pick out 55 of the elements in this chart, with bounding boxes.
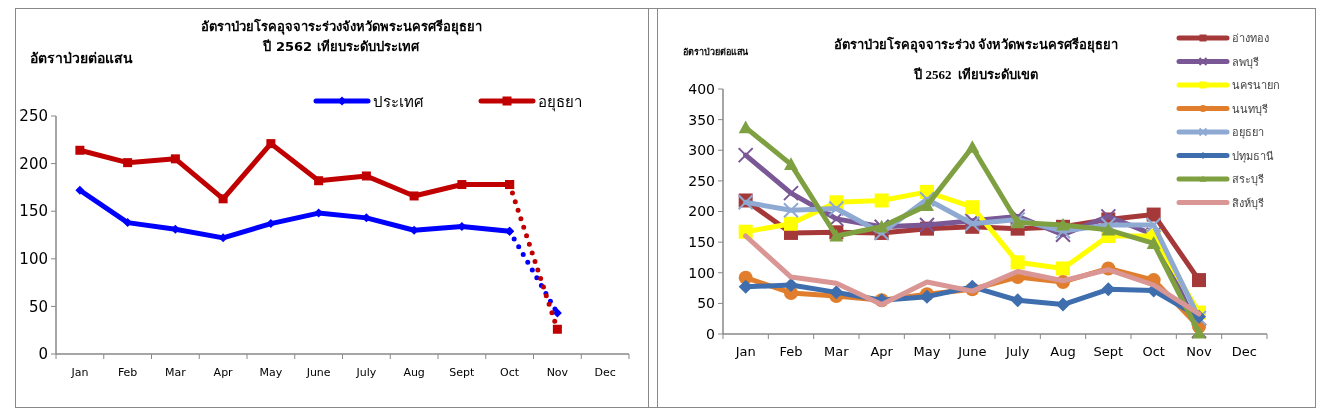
y-tick-label: 0 xyxy=(706,325,715,342)
legend-label: สระบุรี xyxy=(1232,173,1264,186)
x-tick-label: Aug xyxy=(1050,344,1076,359)
legend-label: อยุธยา xyxy=(538,93,582,112)
y-tick-label: 0 xyxy=(38,345,48,364)
legend-label: ปทุมธานี xyxy=(1232,149,1274,163)
x-tick-label: Feb xyxy=(779,344,803,359)
y-tick-label: 100 xyxy=(19,250,48,269)
x-tick-label: Dec xyxy=(594,366,616,379)
y-tick-label: 200 xyxy=(688,203,715,220)
x-tick-label: Nov xyxy=(546,366,569,379)
x-tick-label: May xyxy=(913,344,941,359)
legend-label: นครนายก xyxy=(1232,79,1280,92)
legend-label: อยุธยา xyxy=(1232,126,1264,139)
x-tick-label: Sept xyxy=(1093,344,1124,359)
x-tick-label: Jan xyxy=(70,366,89,379)
chart-subtitle: ปี 2562 เทียบระดับประเทศ xyxy=(262,39,420,54)
y-tick-label: 350 xyxy=(688,111,715,128)
chart-title: อัตราป่วยโรคอุจจาระร่วงจังหวัดพระนครศรีอยุธยา xyxy=(200,18,482,35)
x-tick-label: Apr xyxy=(213,366,234,379)
x-tick-label: Aug xyxy=(403,366,425,379)
x-tick-label: July xyxy=(355,366,377,379)
y-tick-label: 400 xyxy=(688,80,715,97)
y-tick-label: 50 xyxy=(697,295,715,312)
chart-subtitle: ปี 2562 เทียบระดับเขต xyxy=(913,67,1038,82)
x-tick-label: Oct xyxy=(500,366,520,379)
y-tick-label: 250 xyxy=(19,107,48,126)
x-tick-label: Oct xyxy=(1142,344,1165,359)
x-tick-label: Mar xyxy=(164,366,187,379)
y-axis-title: อัตราป่วยต่อแสน xyxy=(28,49,134,68)
x-tick-label: Mar xyxy=(824,344,850,359)
y-tick-label: 300 xyxy=(688,142,715,159)
y-tick-label: 150 xyxy=(688,234,715,251)
legend-label: สิงห์บุรี xyxy=(1232,196,1264,210)
y-tick-label: 250 xyxy=(688,172,715,189)
legend-label: นนทบุรี xyxy=(1232,102,1268,116)
y-tick-label: 150 xyxy=(19,202,48,221)
x-tick-label: Apr xyxy=(870,344,894,359)
y-axis-title: อัตราป่วยต่อแสน xyxy=(681,46,749,59)
legend-label: ประเทศ xyxy=(373,93,424,111)
x-tick-label: June xyxy=(305,366,331,379)
legend-label: อ่างทอง xyxy=(1232,32,1269,45)
y-tick-label: 100 xyxy=(688,264,715,281)
y-tick-label: 50 xyxy=(28,297,48,316)
x-tick-label: Sept xyxy=(449,366,476,379)
y-tick-label: 200 xyxy=(19,154,48,173)
x-tick-label: July xyxy=(1004,344,1030,359)
x-tick-label: June xyxy=(957,344,987,359)
x-tick-label: May xyxy=(259,366,283,379)
x-tick-label: Nov xyxy=(1186,344,1212,359)
x-tick-label: Jan xyxy=(734,344,756,359)
x-tick-label: Feb xyxy=(117,366,138,379)
legend-label: ลพบุรี xyxy=(1232,55,1259,69)
chart-title: อัตราป่วยโรคอุจจาระร่วง จังหวัดพระนครศรีอยุธยา xyxy=(833,36,1119,53)
x-tick-label: Dec xyxy=(1231,344,1257,359)
